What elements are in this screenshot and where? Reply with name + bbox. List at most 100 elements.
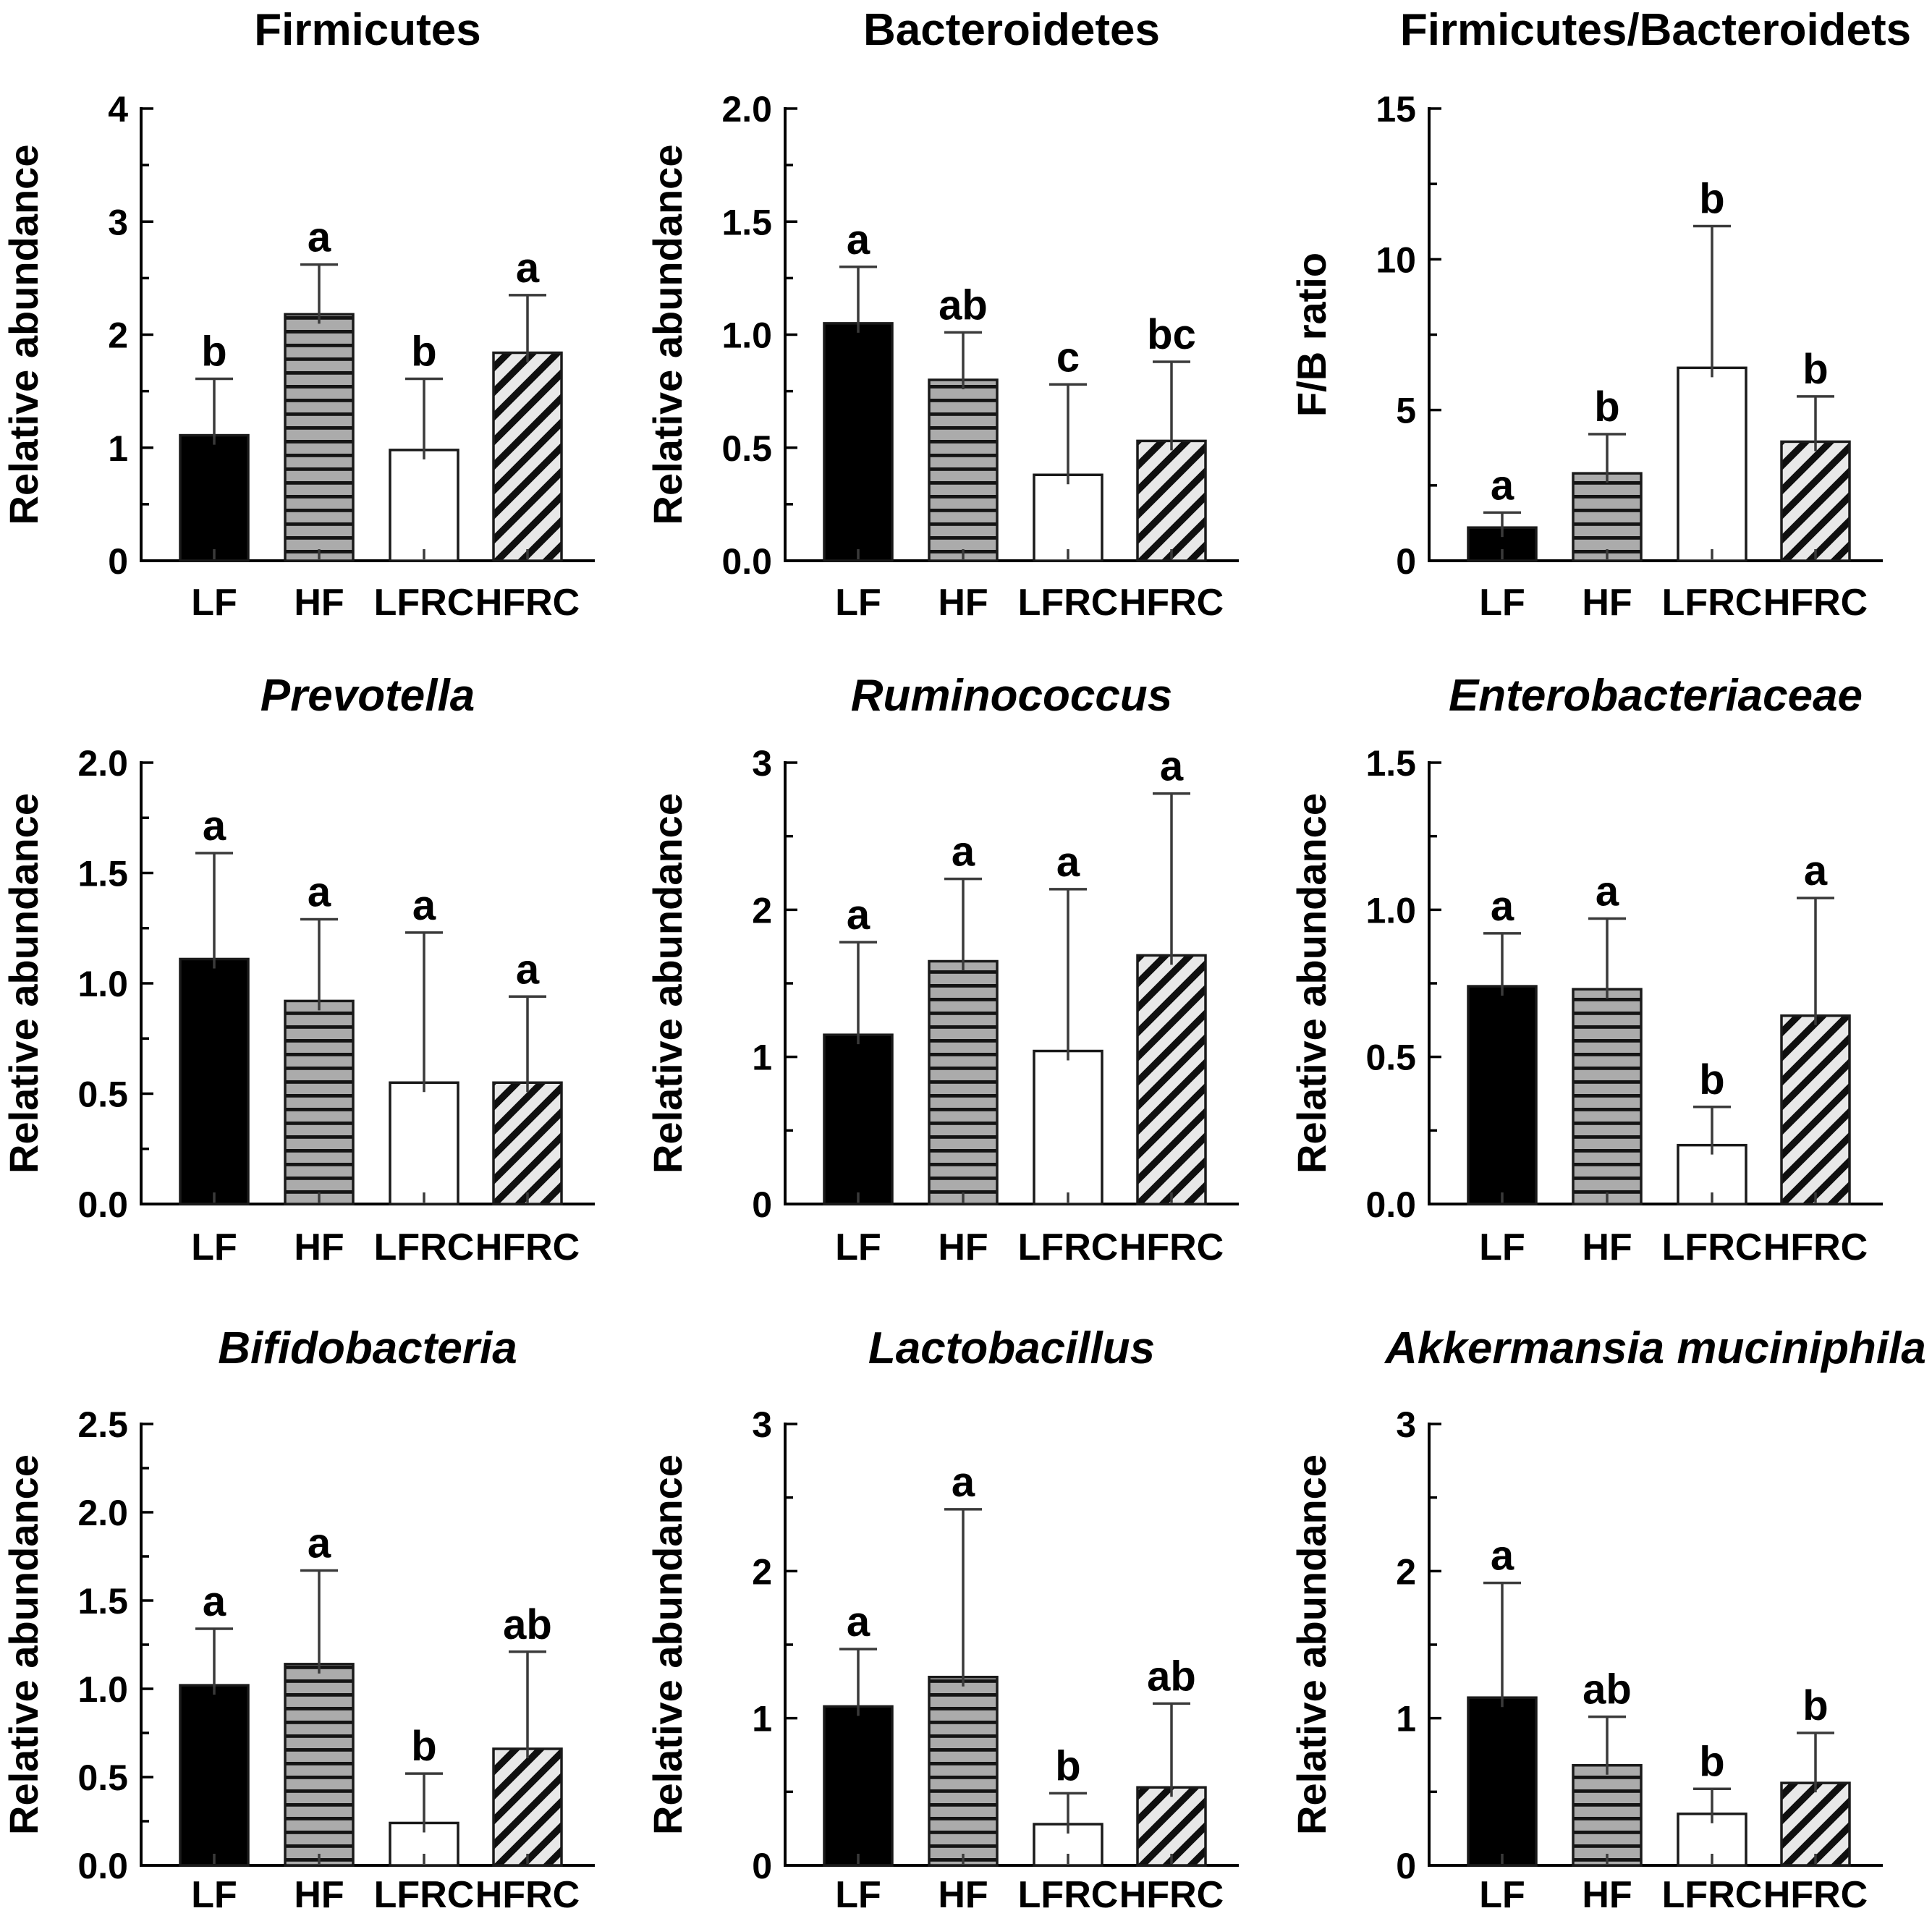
- sig-letter-HFRC: ab: [503, 1601, 552, 1648]
- y-tick-label: 10: [1376, 240, 1416, 280]
- x-category-label-HFRC: HFRC: [1763, 1226, 1868, 1268]
- y-tick-label: 0: [108, 541, 128, 582]
- x-category-label-HFRC: HFRC: [1119, 1874, 1224, 1912]
- sig-letter-HF: a: [308, 214, 331, 261]
- sig-letter-HF: ab: [1583, 1666, 1632, 1713]
- x-category-label-LF: LF: [1479, 1874, 1525, 1912]
- x-category-label-LF: LF: [835, 582, 881, 624]
- bar-LF: [179, 1684, 250, 1867]
- sig-letter-LFRC: b: [411, 1723, 436, 1770]
- sig-letter-LFRC: b: [1699, 1056, 1724, 1103]
- y-axis-label: Relative abundance: [1, 145, 46, 525]
- bar-HF: [928, 378, 999, 562]
- chart-lactobacillus: Lactobacillus Relative abundance 0 1 2 3 a LF a H…: [645, 1323, 1239, 1916]
- x-category-label-HF: HF: [1582, 1226, 1632, 1268]
- x-category-label-HF: HF: [294, 582, 344, 624]
- bar-LF: [823, 1705, 894, 1867]
- bar-LF: [1467, 1696, 1538, 1867]
- x-category-label-LFRC: LFRC: [374, 1874, 475, 1912]
- y-axis-label: Relative abundance: [645, 793, 690, 1174]
- y-tick-label: 2.0: [77, 1493, 128, 1533]
- chart-title: Lactobacillus: [868, 1323, 1155, 1373]
- sig-letter-HFRC: ab: [1147, 1653, 1196, 1700]
- y-tick-label: 4: [108, 89, 128, 130]
- bar-HFRC: [1136, 954, 1207, 1205]
- sig-letter-LFRC: b: [1699, 1738, 1724, 1785]
- chart-title: Prevotella: [260, 671, 475, 721]
- bar-LFRC: [389, 449, 459, 562]
- x-category-label-HFRC: HFRC: [1763, 582, 1868, 624]
- y-tick-label: 0.5: [77, 1758, 128, 1798]
- sig-letter-HF: a: [952, 1459, 975, 1506]
- sig-letter-HFRC: a: [516, 245, 540, 292]
- y-tick-label: 2: [108, 315, 128, 356]
- y-tick-label: 1.0: [77, 1669, 128, 1710]
- x-category-label-LFRC: LFRC: [1662, 1874, 1763, 1912]
- y-tick-label: 3: [752, 743, 772, 784]
- x-category-label-HFRC: HFRC: [1763, 1874, 1868, 1912]
- chart-cell-enterobacteriaceae: Enterobacteriaceae Relative abundance 0.0 0…: [1288, 640, 1932, 1281]
- x-category-label-HF: HF: [938, 1874, 988, 1912]
- sig-letter-HF: a: [952, 828, 975, 876]
- y-tick-label: 1.5: [1365, 743, 1416, 784]
- sig-letter-LF: a: [847, 891, 870, 938]
- x-category-label-HFRC: HFRC: [1119, 582, 1224, 624]
- sig-letter-HFRC: bc: [1147, 311, 1196, 358]
- y-tick-label: 3: [108, 202, 128, 242]
- x-category-label-LF: LF: [191, 1874, 237, 1912]
- sig-letter-LF: a: [847, 216, 870, 263]
- x-category-label-HF: HF: [1582, 1874, 1632, 1912]
- bar-HFRC: [492, 1747, 563, 1867]
- bar-LF: [1467, 985, 1538, 1205]
- bar-LF: [823, 322, 894, 562]
- x-category-label-HF: HF: [1582, 582, 1632, 624]
- y-tick-label: 1.0: [721, 315, 772, 356]
- y-axis-label: Relative abundance: [1289, 793, 1334, 1174]
- y-tick-label: 3: [1396, 1404, 1416, 1445]
- x-category-label-LFRC: LFRC: [374, 582, 475, 624]
- y-tick-label: 1.5: [721, 202, 772, 242]
- y-tick-label: 0.5: [77, 1074, 128, 1115]
- y-tick-label: 1: [752, 1699, 772, 1739]
- y-axis-label: Relative abundance: [1, 793, 46, 1174]
- bar-HFRC: [492, 351, 563, 562]
- x-category-label-LFRC: LFRC: [1018, 582, 1119, 624]
- y-tick-label: 0.0: [1365, 1184, 1416, 1225]
- chart-title: Enterobacteriaceae: [1449, 671, 1863, 721]
- x-category-label-LFRC: LFRC: [1662, 1226, 1763, 1268]
- x-category-label-HF: HF: [294, 1226, 344, 1268]
- sig-letter-HFRC: b: [1802, 1682, 1828, 1729]
- x-category-label-LF: LF: [835, 1874, 881, 1912]
- bar-HFRC: [492, 1081, 563, 1205]
- chart-bacteroidetes: Bacteroidetes Relative abundance 0.0 0.5 1.0…: [645, 5, 1239, 624]
- y-tick-label: 1.5: [77, 854, 128, 894]
- bar-HF: [1572, 472, 1643, 562]
- bar-LFRC: [1677, 366, 1747, 562]
- sig-letter-HF: a: [308, 869, 331, 916]
- y-axis-label: F/B ratio: [1289, 253, 1334, 417]
- bar-HF: [284, 313, 355, 562]
- sig-letter-LF: a: [1491, 883, 1514, 930]
- sig-letter-LF: a: [1491, 1533, 1514, 1580]
- y-tick-label: 1: [108, 428, 128, 469]
- sig-letter-LFRC: b: [1055, 1742, 1080, 1789]
- x-category-label-LFRC: LFRC: [374, 1226, 475, 1268]
- x-category-label-HFRC: HFRC: [475, 1874, 580, 1912]
- y-tick-label: 0.5: [721, 428, 772, 469]
- bar-HF: [928, 959, 999, 1205]
- x-category-label-HFRC: HFRC: [1119, 1226, 1224, 1268]
- y-tick-label: 0: [1396, 1846, 1416, 1886]
- x-category-label-HF: HF: [938, 1226, 988, 1268]
- y-tick-label: 1.0: [77, 964, 128, 1004]
- y-tick-label: 1.5: [77, 1581, 128, 1622]
- y-tick-label: 0.0: [77, 1846, 128, 1886]
- y-tick-label: 0.5: [1365, 1038, 1416, 1078]
- y-tick-label: 5: [1396, 391, 1416, 431]
- x-category-label-LF: LF: [835, 1226, 881, 1268]
- x-category-label-LF: LF: [1479, 1226, 1525, 1268]
- chart-enterobacteriaceae: Enterobacteriaceae Relative abundance 0.0 0…: [1289, 671, 1883, 1268]
- bar-LF: [823, 1033, 894, 1205]
- chart-cell-firmicutes: Firmicutes Relative abundance 0 1 2 3 4 b LF a HF b…: [0, 0, 644, 640]
- bar-HFRC: [1780, 1781, 1851, 1867]
- x-category-label-HFRC: HFRC: [475, 1226, 580, 1268]
